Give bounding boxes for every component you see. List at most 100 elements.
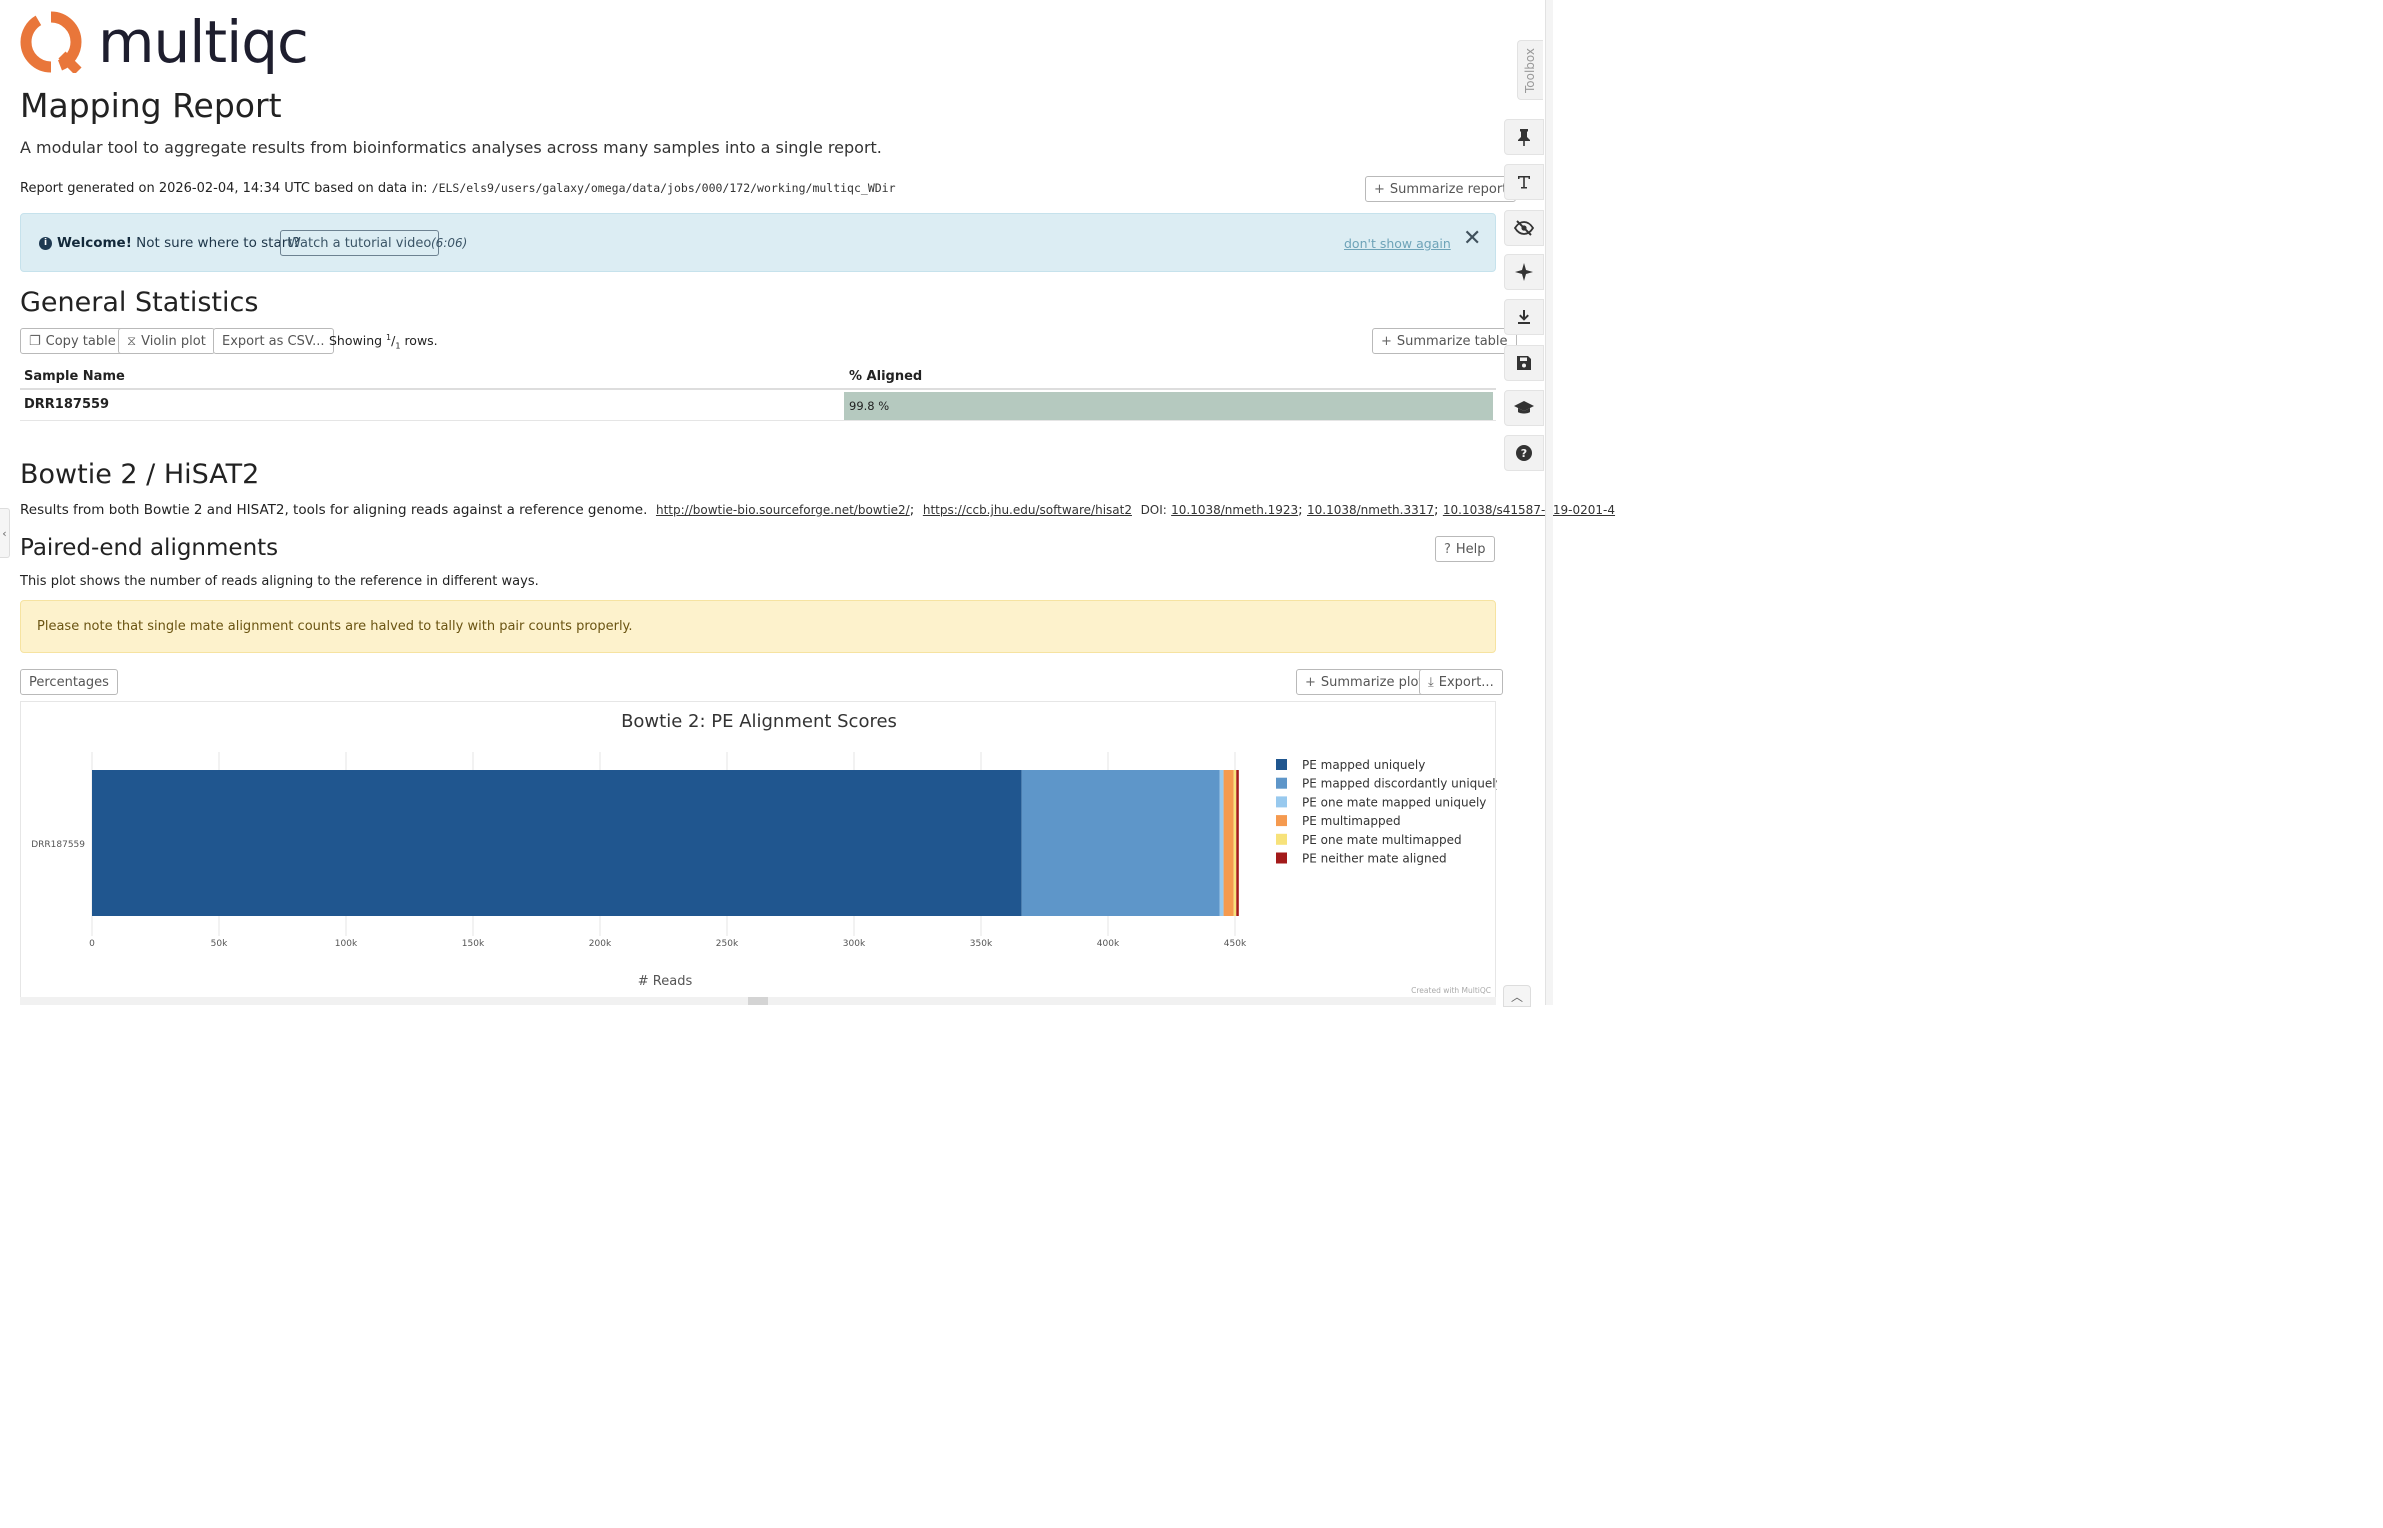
legend-item: PE one mate multimapped <box>1302 833 1462 847</box>
multiqc-logo-icon <box>20 11 82 73</box>
welcome-alert: i Welcome! Not sure where to start? Watc… <box>20 213 1496 272</box>
chart-credit: Created with MultiQC <box>1411 986 1491 995</box>
doi-link-1[interactable]: 10.1038/nmeth.1923 <box>1171 503 1299 517</box>
report-meta: Report generated on 2026-02-04, 14:34 UT… <box>20 181 896 196</box>
rows-showing-text: Showing 1/1 rows. <box>329 333 438 351</box>
plus-icon: + <box>1305 674 1316 690</box>
legend-swatch <box>1276 833 1287 845</box>
legend-swatch <box>1276 796 1287 808</box>
bar-segment <box>1021 770 1220 916</box>
general-stats-table: Sample Name % Aligned DRR187559 99.8 % <box>20 364 1496 421</box>
scroll-to-top-button[interactable]: ︿ <box>1503 985 1531 1007</box>
tutorial-duration: (6:06) <box>431 236 468 250</box>
showing-prefix: Showing <box>329 333 383 349</box>
scrollbar-thumb[interactable] <box>748 997 768 1005</box>
welcome-prompt: Not sure where to start? <box>136 235 300 251</box>
summarize-table-label: Summarize table <box>1396 333 1508 349</box>
sidebar-toggle[interactable]: ‹ <box>0 508 10 558</box>
showing-suffix: rows. <box>404 333 438 349</box>
section-title: Paired-end alignments <box>20 535 279 561</box>
legend-swatch <box>1276 777 1287 789</box>
pin-icon <box>1518 129 1530 146</box>
x-tick-label: 400k <box>1097 939 1120 949</box>
doi-link-3[interactable]: 10.1038/s41587-019-0201-4 <box>1442 503 1616 517</box>
sample-name-cell: DRR187559 <box>24 397 110 412</box>
export-plot-label: Export... <box>1438 674 1494 690</box>
summarize-table-button[interactable]: + Summarize table <box>1372 328 1517 354</box>
legend-item: PE mapped discordantly uniquely <box>1302 777 1497 791</box>
text-button[interactable] <box>1504 164 1544 200</box>
save-button[interactable] <box>1504 345 1544 381</box>
close-icon[interactable]: ✕ <box>1463 226 1482 251</box>
chevron-left-icon: ‹ <box>2 526 7 540</box>
x-tick-label: 300k <box>843 939 866 949</box>
module-description: Results from both Bowtie 2 and HISAT2, t… <box>20 502 1616 518</box>
toolbox-label: Toolbox <box>1523 48 1537 93</box>
pin-button[interactable] <box>1504 119 1544 155</box>
question-circle-icon: ? <box>1444 541 1451 557</box>
watch-tutorial-button[interactable]: Watch a tutorial video <box>280 230 440 256</box>
summarize-report-button[interactable]: + Summarize report <box>1365 176 1517 202</box>
help-toolbox-button[interactable]: ? <box>1504 435 1544 471</box>
toolbox-tab[interactable]: Toolbox <box>1517 40 1543 100</box>
ai-button[interactable] <box>1504 254 1544 290</box>
violin-plot-button[interactable]: ⧖ Violin plot <box>118 328 215 354</box>
legend-item: PE mapped uniquely <box>1302 758 1425 772</box>
copy-icon: ❐ <box>29 333 41 349</box>
module-description-text: Results from both Bowtie 2 and HISAT2, t… <box>20 502 648 518</box>
dont-show-again-link[interactable]: don't show again <box>1344 236 1451 251</box>
legend-item: PE neither mate aligned <box>1302 852 1447 866</box>
eye-slash-icon <box>1514 220 1534 236</box>
plot-container: Bowtie 2: PE Alignment Scores 0 50k 100k 150… <box>20 701 1497 998</box>
hide-samples-button[interactable] <box>1504 210 1544 246</box>
x-tick-label: 100k <box>335 939 358 949</box>
x-axis-label: # Reads <box>638 974 693 989</box>
bowtie2-link[interactable]: http://bowtie-bio.sourceforge.net/bowtie… <box>655 503 910 517</box>
alignment-bar-chart[interactable]: Bowtie 2: PE Alignment Scores 0 50k 100k 150… <box>21 702 1497 998</box>
chart-title: Bowtie 2: PE Alignment Scores <box>621 711 897 732</box>
download-button[interactable] <box>1504 299 1544 335</box>
save-icon <box>1517 356 1531 370</box>
summarize-plot-button[interactable]: + Summarize plot <box>1296 669 1433 695</box>
module-title: Bowtie 2 / HiSAT2 <box>20 459 260 490</box>
x-tick-label: 450k <box>1224 939 1247 949</box>
help-button[interactable]: ? Help <box>1435 536 1495 562</box>
legend-item: PE one mate mapped uniquely <box>1302 795 1486 809</box>
bar-segment <box>92 770 1022 916</box>
tutorial-button[interactable] <box>1504 390 1544 426</box>
x-tick-label: 0 <box>89 939 95 949</box>
x-tick-label: 350k <box>970 939 993 949</box>
bar-segment <box>1233 770 1237 916</box>
plot-scrollbar[interactable] <box>20 997 1496 1005</box>
info-icon: i <box>39 237 52 250</box>
plus-icon: + <box>1374 181 1385 197</box>
plus-icon: + <box>1381 333 1392 349</box>
doi-label: DOI: <box>1140 503 1167 517</box>
percentages-button[interactable]: Percentages <box>20 669 118 695</box>
export-csv-button[interactable]: Export as CSV... <box>213 328 334 354</box>
report-generated-text: Report generated on 2026-02-04, 14:34 UT… <box>20 181 428 196</box>
showing-denominator: 1 <box>395 341 401 351</box>
legend-item: PE multimapped <box>1302 814 1401 828</box>
column-header-aligned[interactable]: % Aligned <box>849 369 923 384</box>
export-plot-button[interactable]: ⤓ Export... <box>1419 669 1503 695</box>
page-title: Mapping Report <box>20 86 282 125</box>
bar-segment <box>1219 770 1224 916</box>
percentages-label: Percentages <box>29 674 109 690</box>
doi-link-2[interactable]: 10.1038/nmeth.3317 <box>1307 503 1435 517</box>
column-header-sample-name[interactable]: Sample Name <box>24 369 125 384</box>
section-description: This plot shows the number of reads alig… <box>20 574 539 589</box>
showing-numerator: 1 <box>386 333 392 342</box>
table-header: Sample Name % Aligned <box>20 364 1496 390</box>
sparkle-icon <box>1515 263 1533 281</box>
x-tick-label: 50k <box>211 939 228 949</box>
page: multiqc Mapping Report A modular tool to… <box>0 0 1615 1007</box>
welcome-text: Welcome! Not sure where to start? <box>57 235 300 251</box>
warning-text: Please note that single mate alignment c… <box>37 619 633 634</box>
bar-segment <box>1223 770 1234 916</box>
copy-table-button[interactable]: ❐ Copy table <box>20 328 125 354</box>
legend-swatch <box>1276 852 1287 864</box>
violin-icon: ⧖ <box>127 333 137 349</box>
multiqc-logo[interactable]: multiqc <box>20 10 309 74</box>
hisat2-link[interactable]: https://ccb.jhu.edu/software/hisat2 <box>922 503 1132 517</box>
